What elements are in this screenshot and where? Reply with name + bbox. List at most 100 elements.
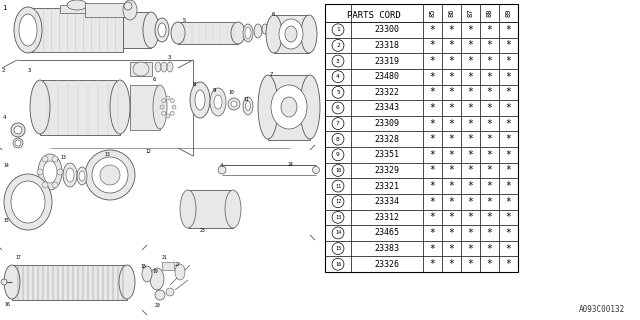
Circle shape <box>170 111 174 116</box>
Text: 10: 10 <box>335 168 341 173</box>
Text: 4: 4 <box>220 163 223 168</box>
Text: 23321: 23321 <box>374 181 399 191</box>
Ellipse shape <box>77 167 87 185</box>
Text: *: * <box>486 87 492 97</box>
Circle shape <box>332 55 344 67</box>
Ellipse shape <box>63 163 77 187</box>
Text: *: * <box>486 119 492 129</box>
Text: *: * <box>468 244 474 253</box>
Circle shape <box>332 71 344 83</box>
Circle shape <box>52 182 58 188</box>
Ellipse shape <box>19 14 37 46</box>
Circle shape <box>332 227 344 239</box>
Text: 23326: 23326 <box>374 260 399 269</box>
Text: *: * <box>506 212 511 222</box>
Circle shape <box>155 290 165 300</box>
Circle shape <box>162 99 166 103</box>
Ellipse shape <box>110 80 130 134</box>
Ellipse shape <box>153 85 167 129</box>
Text: A093C00132: A093C00132 <box>579 306 625 315</box>
Text: *: * <box>449 134 454 144</box>
Ellipse shape <box>92 157 128 193</box>
Bar <box>85 3 130 17</box>
Text: *: * <box>468 181 474 191</box>
Text: 8: 8 <box>336 137 340 142</box>
Text: *: * <box>429 212 435 222</box>
Text: *: * <box>468 212 474 222</box>
Text: *: * <box>468 134 474 144</box>
Text: *: * <box>449 87 454 97</box>
Text: 23322: 23322 <box>374 88 399 97</box>
Text: *: * <box>429 119 435 129</box>
Ellipse shape <box>67 0 87 10</box>
Text: 15: 15 <box>335 246 341 251</box>
Text: *: * <box>486 134 492 144</box>
Ellipse shape <box>262 24 268 34</box>
Ellipse shape <box>214 95 222 109</box>
Circle shape <box>228 98 240 110</box>
Text: 23343: 23343 <box>374 103 399 112</box>
Text: 23: 23 <box>200 228 205 233</box>
Text: 9: 9 <box>336 152 340 157</box>
Text: *: * <box>449 165 454 175</box>
Circle shape <box>166 114 170 118</box>
Text: 6: 6 <box>272 12 275 17</box>
Bar <box>130 85 160 130</box>
Text: 23318: 23318 <box>374 41 399 50</box>
Ellipse shape <box>245 27 251 39</box>
Text: 23329: 23329 <box>374 166 399 175</box>
Text: *: * <box>449 228 454 238</box>
Ellipse shape <box>143 12 159 48</box>
Circle shape <box>124 2 132 10</box>
Ellipse shape <box>285 26 297 42</box>
Text: *: * <box>429 228 435 238</box>
Bar <box>2 250 142 310</box>
Circle shape <box>332 212 344 223</box>
Text: 23334: 23334 <box>374 197 399 206</box>
Text: *: * <box>468 150 474 160</box>
Text: 5: 5 <box>183 18 186 23</box>
Text: 7: 7 <box>270 72 273 77</box>
Ellipse shape <box>225 190 241 228</box>
Ellipse shape <box>43 161 57 183</box>
Text: 23351: 23351 <box>374 150 399 159</box>
Bar <box>40 80 120 135</box>
Ellipse shape <box>180 190 196 228</box>
Text: 19: 19 <box>152 269 157 274</box>
Circle shape <box>332 243 344 254</box>
Text: 8: 8 <box>193 82 196 87</box>
Text: 15: 15 <box>3 218 9 223</box>
Text: *: * <box>506 165 511 175</box>
Text: *: * <box>449 56 454 66</box>
Text: 9: 9 <box>213 88 216 93</box>
Text: 1: 1 <box>336 27 340 32</box>
Bar <box>60 5 95 13</box>
Bar <box>12 265 127 300</box>
Text: *: * <box>429 150 435 160</box>
Text: *: * <box>449 103 454 113</box>
Text: *: * <box>506 25 511 35</box>
Ellipse shape <box>300 75 320 139</box>
Text: *: * <box>486 228 492 238</box>
Text: 12: 12 <box>335 199 341 204</box>
Text: *: * <box>468 72 474 82</box>
Text: 6: 6 <box>336 105 340 110</box>
Text: *: * <box>506 150 511 160</box>
Text: 16: 16 <box>4 302 10 307</box>
Text: 3: 3 <box>168 55 172 60</box>
Circle shape <box>332 180 344 192</box>
Text: *: * <box>486 56 492 66</box>
Text: *: * <box>429 72 435 82</box>
Bar <box>28 8 123 52</box>
Text: 2: 2 <box>336 43 340 48</box>
Text: *: * <box>449 25 454 35</box>
Circle shape <box>166 96 170 100</box>
Text: *: * <box>449 150 454 160</box>
Text: 3: 3 <box>28 68 31 73</box>
Text: *: * <box>468 87 474 97</box>
Text: *: * <box>486 181 492 191</box>
Text: *: * <box>468 165 474 175</box>
Text: *: * <box>486 165 492 175</box>
Ellipse shape <box>123 0 137 20</box>
Ellipse shape <box>30 80 50 134</box>
